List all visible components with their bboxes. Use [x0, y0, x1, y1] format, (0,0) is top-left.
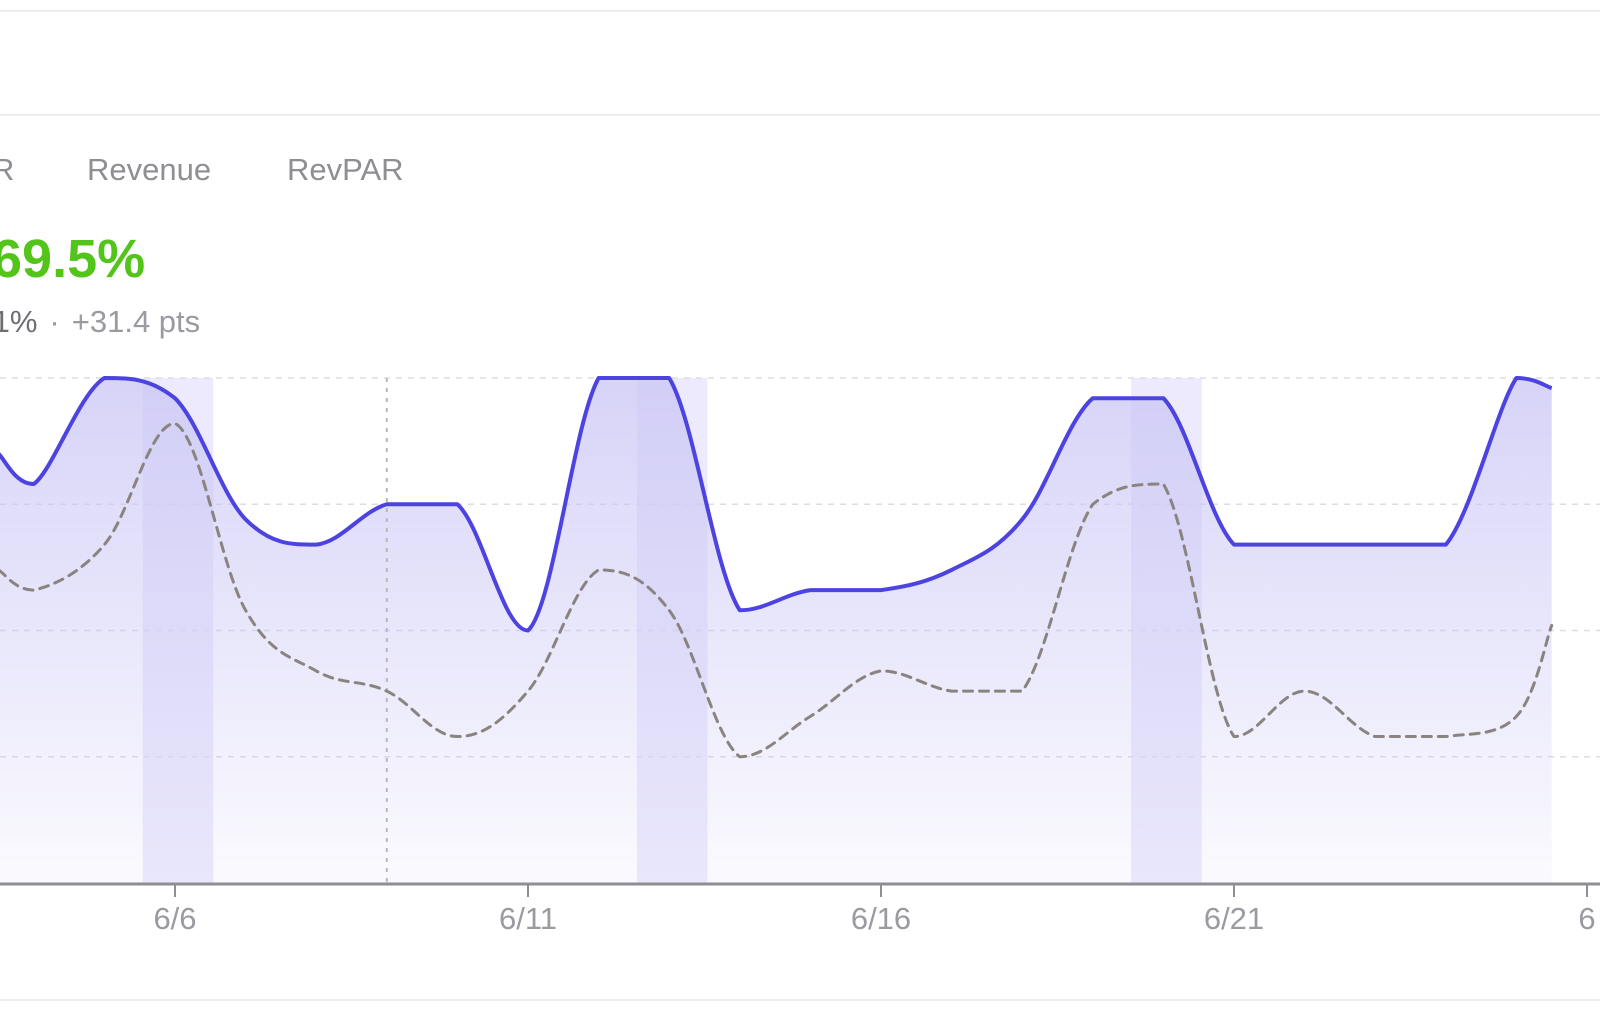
separator-dot: ·	[49, 304, 60, 339]
bottom-divider	[0, 999, 1600, 1001]
comparison-value: .1%	[0, 304, 38, 339]
x-tick-label-1: 6/11	[499, 901, 557, 936]
tab-revenue[interactable]: Revenue	[87, 152, 212, 187]
series-area-fill	[0, 378, 1552, 883]
top-divider	[0, 10, 1600, 12]
series-line	[0, 376, 1553, 633]
comparison-series-line	[0, 421, 1554, 759]
x-tick-label-0: 6/6	[153, 901, 196, 936]
delta-points: +31.4 pts	[71, 304, 201, 339]
occupancy-chart: 6/6 6/11 6/16 6/21 6	[0, 376, 1600, 936]
x-tick-label-2: 6/16	[851, 901, 911, 936]
x-tick-label-4: 6	[1578, 901, 1595, 936]
kpi-comparison: .1% · +31.4 pts	[0, 304, 200, 340]
kpi-value: 69.5%	[0, 229, 146, 289]
x-tick-label-3: 6/21	[1204, 901, 1264, 936]
tab-metric-partial[interactable]: R	[0, 152, 15, 187]
header-divider	[0, 114, 1600, 116]
tab-revpar[interactable]: RevPAR	[287, 152, 404, 187]
